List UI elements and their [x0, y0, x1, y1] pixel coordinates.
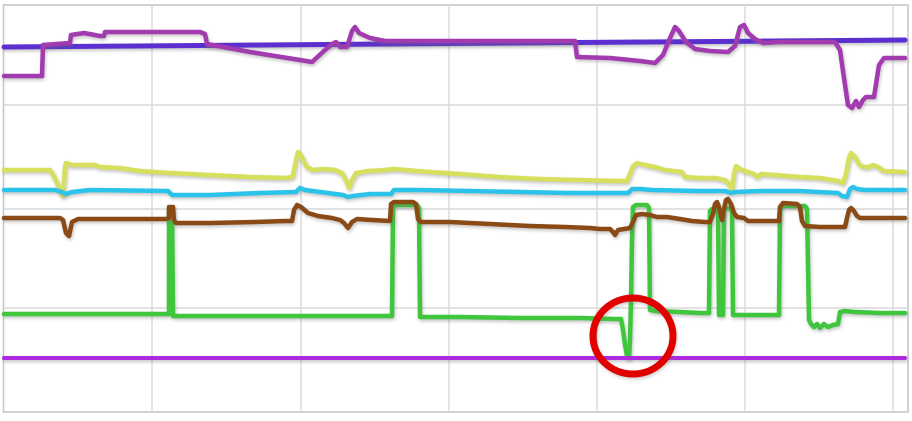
- series-magenta-line: [1, 22, 908, 111]
- series-brown-line: [1, 196, 908, 239]
- series-green-line: [1, 202, 908, 361]
- series-cyan-line: [1, 184, 908, 200]
- series-yellowgreen-line: [1, 149, 908, 199]
- highlight-circle: [589, 294, 677, 378]
